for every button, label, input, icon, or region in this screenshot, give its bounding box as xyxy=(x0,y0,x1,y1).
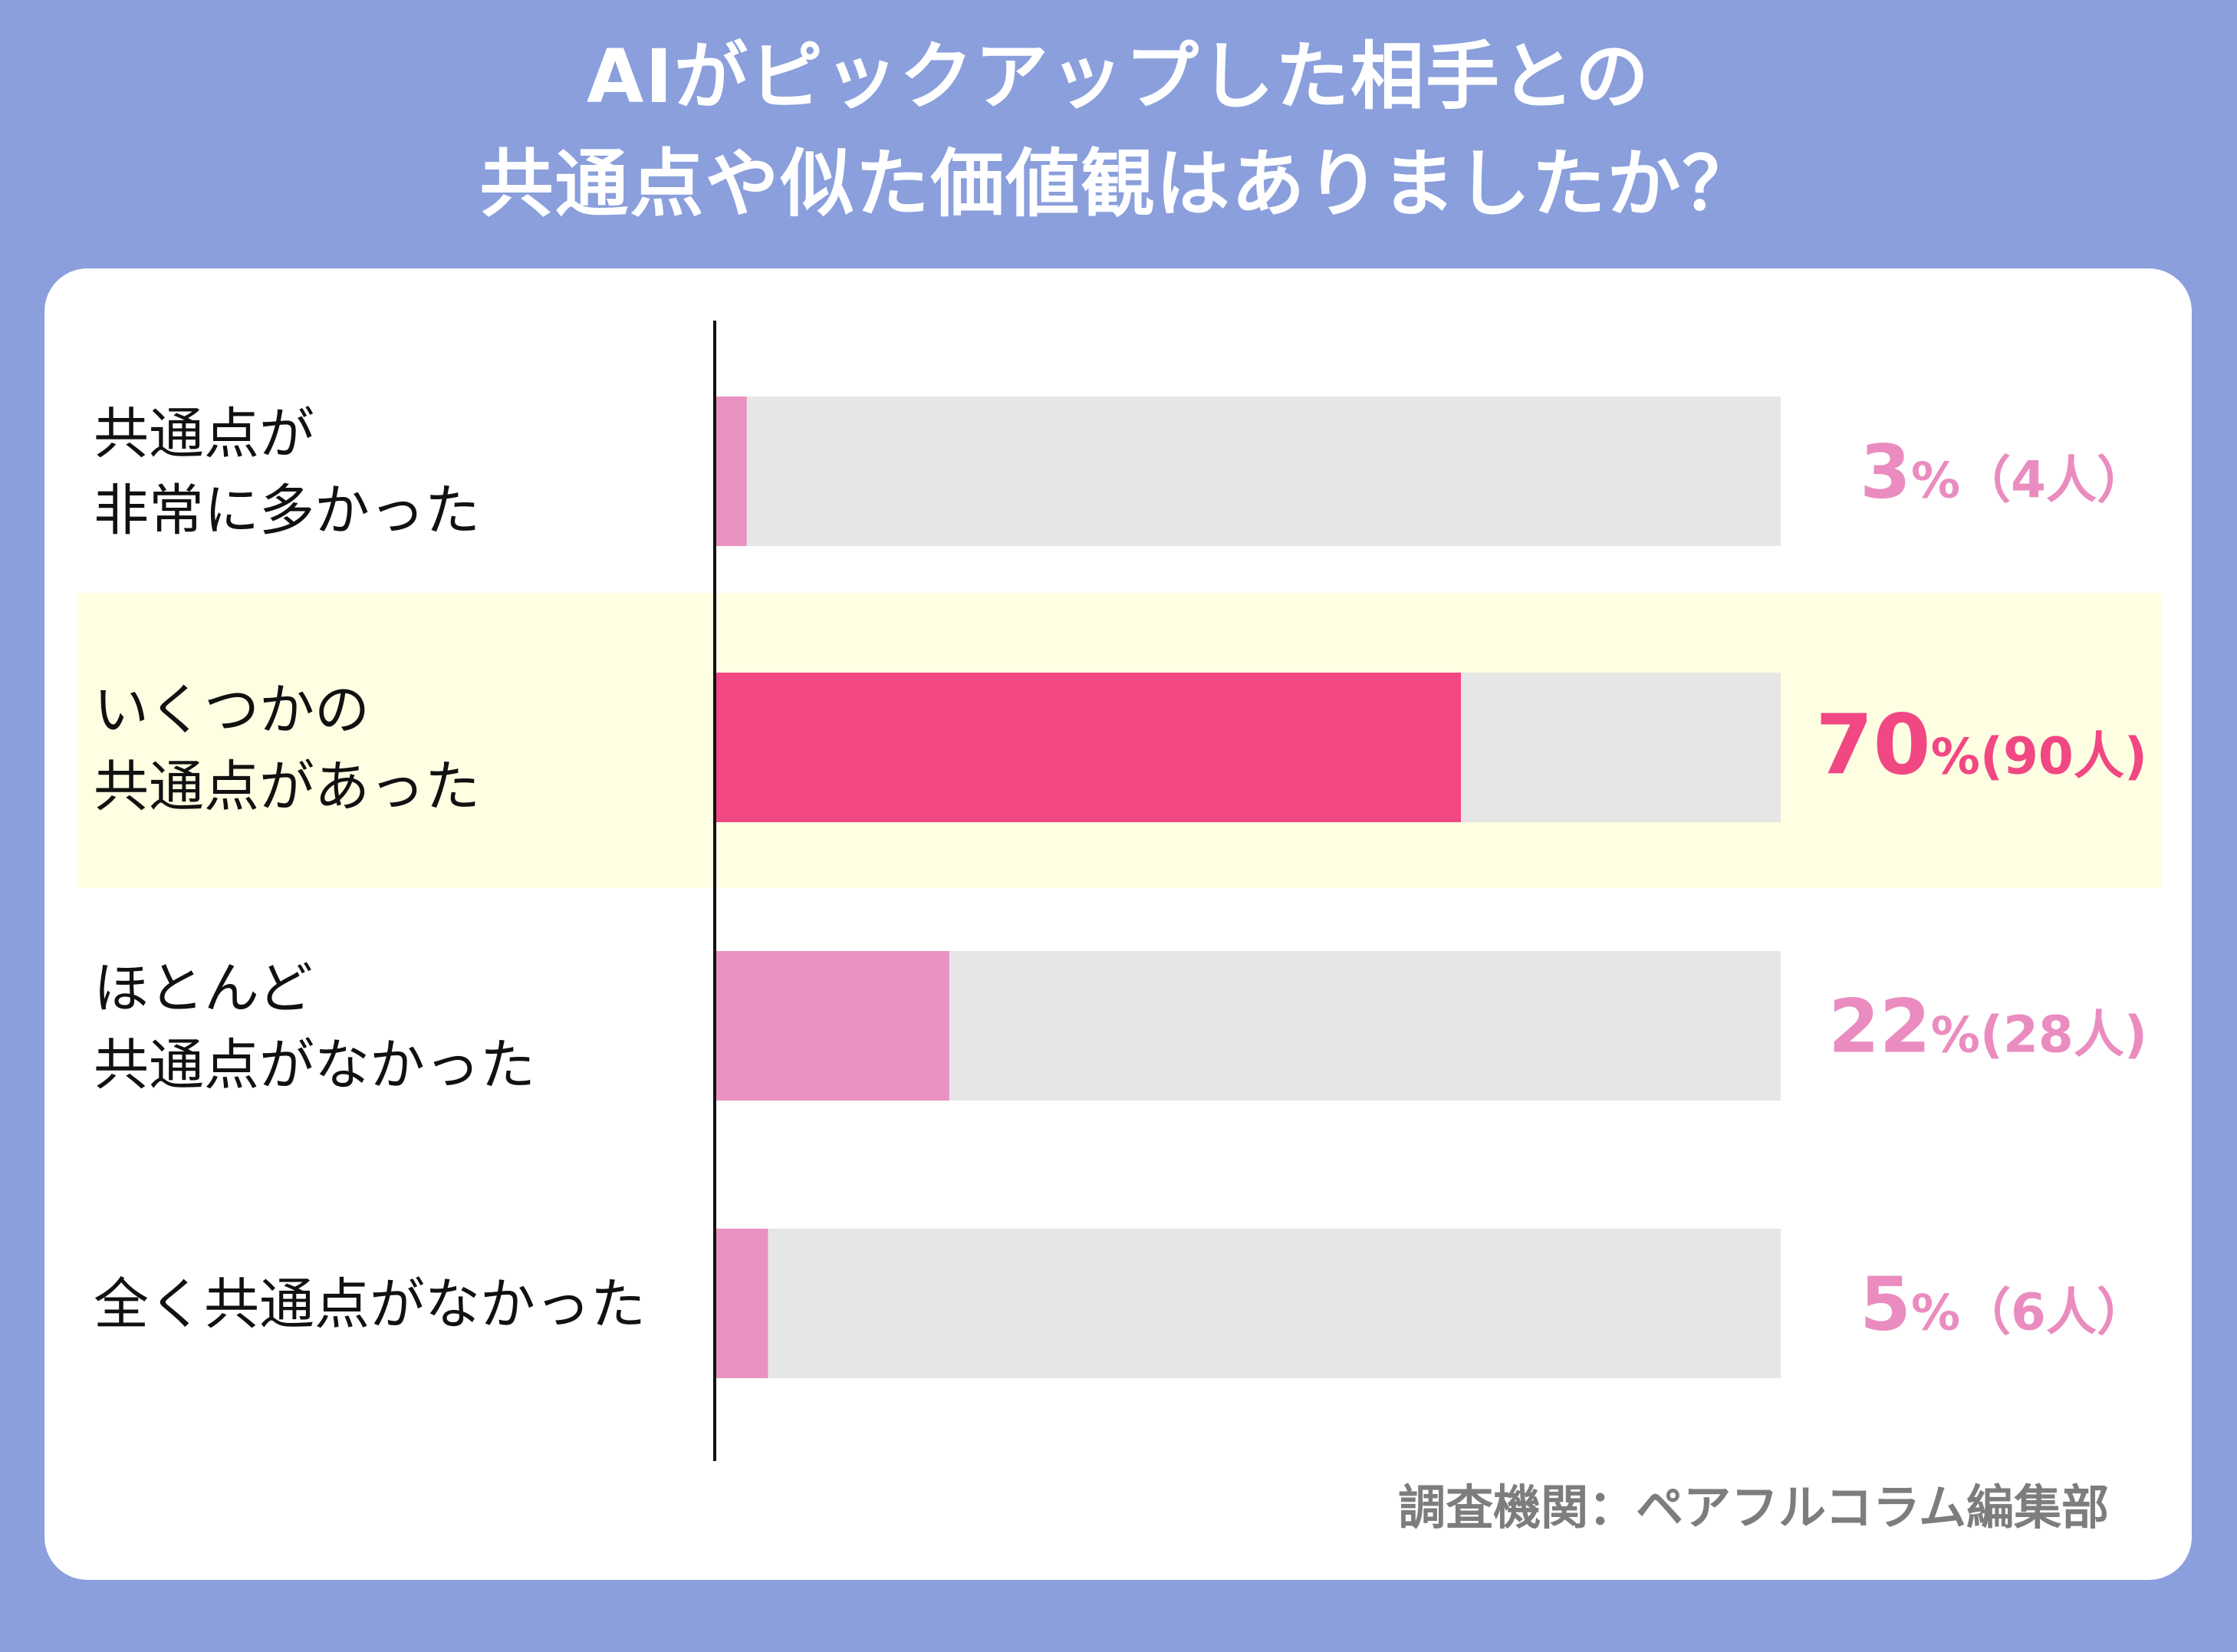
category-label-2-line-1: いくつかの xyxy=(94,678,370,742)
source-credit: 調査機関：ペアフルコラム編集部 xyxy=(1398,1479,2109,1535)
value-label-4: 5%（6人） xyxy=(1860,1262,2147,1348)
chart-title: AIがピックアップした相手との 共通点や似た価値観はありましたか？ xyxy=(0,23,2237,238)
bar-track-4 xyxy=(715,1229,1781,1378)
value-number-2: 70 xyxy=(1815,698,1930,794)
category-label-2-line-2: 共通点があった xyxy=(94,755,480,819)
value-count-3: (28人) xyxy=(1980,1005,2147,1065)
value-number-4: 5 xyxy=(1860,1262,1911,1348)
value-count-1: （4人） xyxy=(1960,451,2147,510)
bar-3 xyxy=(715,951,949,1101)
value-unit-4: % xyxy=(1911,1285,1960,1342)
value-count-4: （6人） xyxy=(1960,1283,2147,1342)
title-line-1: AIがピックアップした相手との xyxy=(586,34,1651,120)
title-line-2: 共通点や似た価値観はありましたか？ xyxy=(479,141,1758,227)
category-label-1-line-2: 非常に多かった xyxy=(94,479,480,543)
value-unit-2: % xyxy=(1931,729,1980,786)
value-number-1: 3 xyxy=(1860,429,1911,515)
bar-1 xyxy=(715,397,747,546)
value-label-1: 3%（4人） xyxy=(1860,429,2147,515)
value-label-2: 70%(90人) xyxy=(1815,698,2147,794)
category-label-3-line-2: 共通点がなかった xyxy=(94,1033,535,1097)
category-label-4-line-1: 全く共通点がなかった xyxy=(94,1272,646,1337)
bar-4 xyxy=(715,1229,768,1378)
category-label-1-line-1: 共通点が xyxy=(94,402,314,466)
value-unit-1: % xyxy=(1911,453,1960,510)
value-label-3: 22%(28人) xyxy=(1828,984,2147,1070)
value-unit-3: % xyxy=(1931,1008,1980,1065)
value-number-3: 22 xyxy=(1828,984,1931,1070)
bar-2 xyxy=(715,673,1461,822)
value-count-2: (90人) xyxy=(1980,727,2147,786)
bar-track-1 xyxy=(715,397,1781,546)
category-label-3-line-1: ほとんど xyxy=(94,956,313,1021)
